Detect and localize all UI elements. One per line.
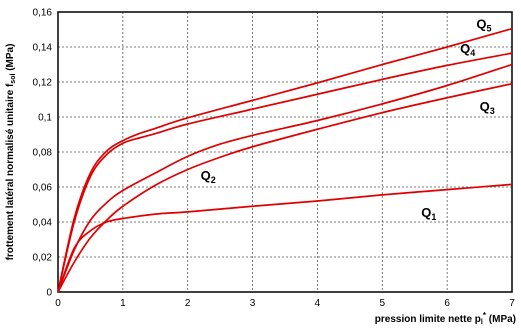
x-axis-title: pression limite nette pl* (MPa) — [375, 311, 516, 326]
x-axis-title-main: pression limite nette p — [375, 314, 481, 325]
y-tick-label-0: 0 — [46, 288, 52, 299]
y-tick-label-4: 0,08 — [33, 148, 53, 159]
series-label-main-q1: Q — [421, 205, 431, 220]
series-label-q5: Q5 — [476, 17, 491, 34]
grid — [58, 12, 512, 292]
x-tick-labels: 0 1 2 3 4 5 6 7 — [55, 298, 515, 309]
x-tick-label-5: 5 — [380, 298, 386, 309]
plot-frame — [57, 11, 513, 293]
y-axis-title-main: frottement latéral normalisé unitaire f — [5, 83, 16, 260]
y-tick-label-2: 0,04 — [33, 218, 53, 229]
x-tick-label-7: 7 — [509, 298, 515, 309]
series-line-q5 — [57, 27, 513, 293]
series-label-q3: Q3 — [480, 99, 495, 116]
y-tick-label-6: 0,12 — [33, 78, 53, 89]
x-axis-title-unit: (MPa) — [486, 314, 516, 325]
y-tick-label-8: 0,16 — [33, 8, 53, 19]
series-line-q3 — [57, 63, 513, 293]
y-tick-label-3: 0,06 — [33, 183, 53, 194]
series-label-q1: Q1 — [421, 205, 436, 222]
series-line-q4 — [57, 52, 513, 293]
series-label-main-q4: Q — [460, 41, 470, 56]
series-label-main-q5: Q — [476, 17, 486, 32]
x-tick-label-3: 3 — [250, 298, 256, 309]
series-label-main-q2: Q — [201, 168, 211, 183]
y-axis-title-unit: (MPa) — [5, 44, 16, 74]
y-tick-label-7: 0,14 — [33, 43, 53, 54]
series-label-q2: Q2 — [201, 168, 216, 185]
series-label-q4: Q4 — [460, 41, 475, 58]
y-axis-title: frottement latéral normalisé unitaire fs… — [5, 44, 17, 261]
series-lines — [57, 27, 513, 293]
series-line-q2 — [57, 82, 513, 293]
y-axis-title-sub: sol — [10, 74, 17, 84]
x-tick-label-1: 1 — [120, 298, 126, 309]
series-line-q1 — [57, 183, 513, 293]
x-axis-title-sup: * — [483, 311, 487, 320]
series-label-sub-q2: 2 — [211, 175, 216, 185]
x-tick-label-2: 2 — [185, 298, 191, 309]
series-label-sub-q5: 5 — [486, 24, 491, 34]
series-label-sub-q1: 1 — [431, 212, 436, 222]
series-label-sub-q4: 4 — [470, 48, 475, 58]
x-axis-title-sub: l — [481, 319, 483, 326]
series-label-main-q3: Q — [480, 99, 490, 114]
y-tick-label-5: 0,1 — [38, 113, 52, 124]
series-label-sub-q3: 3 — [490, 106, 495, 116]
y-tick-label-1: 0,02 — [33, 253, 53, 264]
x-tick-label-6: 6 — [444, 298, 450, 309]
x-tick-label-4: 4 — [315, 298, 321, 309]
y-tick-labels: 0 0,02 0,04 0,06 0,08 0,1 0,12 0,14 0,16 — [33, 8, 53, 299]
x-tick-label-0: 0 — [55, 298, 61, 309]
